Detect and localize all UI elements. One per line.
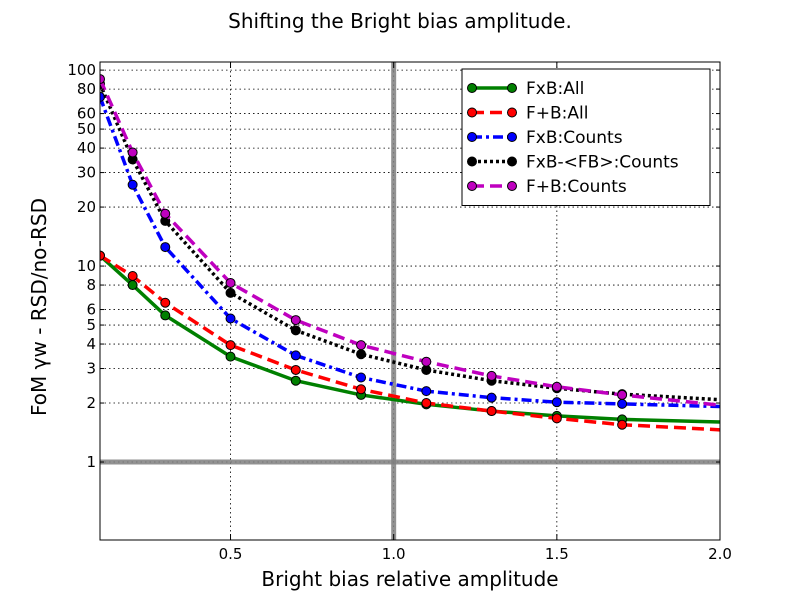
legend-marker [467, 156, 477, 167]
y-tick-label: 20 [77, 198, 96, 216]
legend-item: FxB-<FB>:Counts [467, 153, 679, 173]
series-layer [100, 74, 720, 432]
data-point [290, 315, 301, 326]
data-point [100, 250, 105, 261]
data-point [290, 325, 301, 336]
data-point [356, 349, 367, 360]
legend-marker [507, 107, 517, 118]
legend-item: FxB:Counts [467, 128, 623, 148]
data-point [421, 356, 432, 367]
legend-item: FxB:All [467, 79, 584, 99]
data-point [225, 287, 236, 298]
x-tick-label: 1.0 [382, 545, 406, 563]
data-point [225, 277, 236, 288]
legend-box [461, 68, 711, 206]
legend-item: F+B:Counts [467, 177, 627, 197]
data-point [127, 270, 138, 281]
legend-label: FxB:All [526, 79, 584, 99]
data-point [551, 381, 562, 392]
y-tick-label: 3 [86, 360, 96, 378]
data-point [356, 384, 367, 395]
legend-marker [507, 156, 517, 167]
legend-marker [467, 107, 477, 118]
data-point [290, 375, 301, 386]
y-tick-label: 8 [86, 276, 96, 294]
data-point [356, 340, 367, 351]
chart-title: Shifting the Bright bias amplitude. [228, 9, 572, 33]
plot-frame [99, 61, 721, 541]
data-point [290, 350, 301, 361]
x-axis-label: Bright bias relative amplitude [261, 567, 558, 591]
legend-label: F+B:All [526, 104, 589, 124]
data-point [486, 370, 497, 381]
data-point [160, 208, 171, 219]
legend-label: FxB-<FB>:Counts [526, 153, 679, 173]
data-point [356, 372, 367, 383]
reference-lines [100, 62, 720, 540]
data-point [160, 310, 171, 321]
data-point [421, 364, 432, 375]
series-2 [100, 91, 720, 409]
data-point [225, 340, 236, 351]
data-point [486, 406, 497, 417]
y-tick-label: 10 [77, 257, 96, 275]
data-point [551, 397, 562, 408]
legend: FxB:All F+B:All FxB:Counts FxB-<FB>:Counts F… [461, 68, 711, 206]
series-line [100, 254, 720, 424]
series-1 [100, 250, 720, 432]
y-tick-label: 6 [86, 301, 96, 319]
legend-label: FxB:Counts [526, 128, 623, 148]
y-tick-label: 4 [86, 335, 96, 353]
data-point [160, 242, 171, 253]
data-point [100, 74, 105, 85]
x-tick-label: 1.5 [545, 545, 569, 563]
y-tick-label: 60 [77, 105, 96, 123]
y-tick-label: 40 [77, 139, 96, 157]
data-point [127, 147, 138, 158]
series-4 [100, 74, 720, 407]
legend-marker [507, 132, 517, 142]
y-tick-label: 5 [86, 316, 96, 334]
data-point [290, 364, 301, 375]
legend-marker [467, 83, 477, 93]
data-point [160, 297, 171, 308]
y-tick-label: 2 [86, 394, 96, 412]
legend-marker [507, 83, 517, 93]
legend-marker [467, 181, 477, 191]
data-point [617, 398, 628, 409]
data-point [127, 179, 138, 190]
y-tick-label: 100 [67, 61, 96, 79]
legend-marker [507, 181, 517, 191]
data-point [617, 419, 628, 430]
data-point [225, 313, 236, 324]
data-point [486, 392, 497, 403]
y-tick-label: 1 [86, 453, 96, 471]
y-tick-label: 30 [77, 164, 96, 182]
y-tick-label: 80 [77, 80, 96, 98]
data-point [421, 398, 432, 409]
legend-item: F+B:All [467, 104, 589, 124]
data-point [421, 386, 432, 397]
x-tick-label: 2.0 [708, 545, 732, 563]
x-tick-label: 0.5 [219, 545, 243, 563]
data-point [225, 351, 236, 362]
data-point [551, 413, 562, 424]
y-axis-label: FoM γw - RSD/no-RSD [27, 198, 51, 416]
legend-label: F+B:Counts [526, 177, 627, 197]
data-point [127, 280, 138, 291]
y-tick-label: 50 [77, 120, 96, 138]
data-point [617, 389, 628, 400]
legend-marker [467, 132, 477, 142]
